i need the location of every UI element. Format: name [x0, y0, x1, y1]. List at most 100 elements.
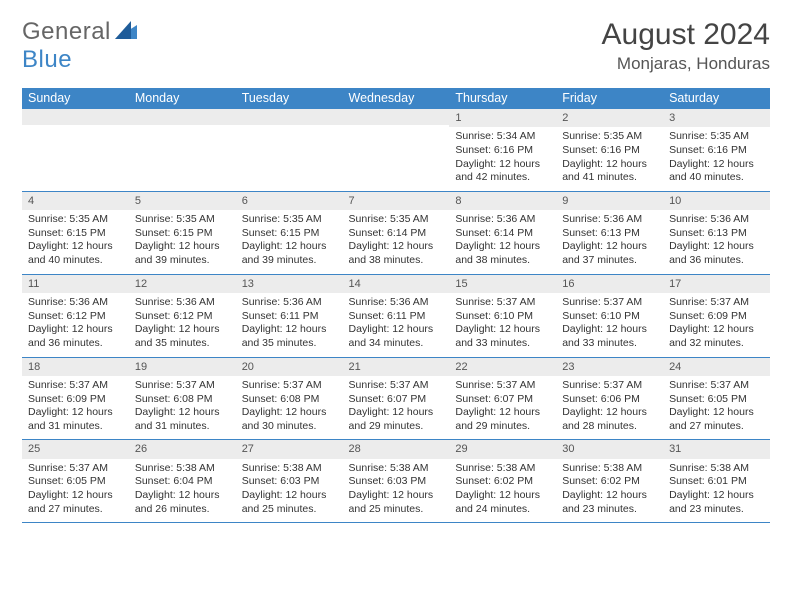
daylight-text: Daylight: 12 hours and 27 minutes. [669, 406, 764, 433]
sunrise-text: Sunrise: 5:37 AM [349, 379, 444, 393]
day-cell: 19Sunrise: 5:37 AMSunset: 6:08 PMDayligh… [129, 357, 236, 440]
daylight-text: Daylight: 12 hours and 33 minutes. [562, 323, 657, 350]
day-number: 11 [22, 275, 129, 293]
day-number: 29 [449, 440, 556, 458]
sunset-text: Sunset: 6:08 PM [242, 393, 337, 407]
day-cell: 30Sunrise: 5:38 AMSunset: 6:02 PMDayligh… [556, 440, 663, 523]
daylight-text: Daylight: 12 hours and 32 minutes. [669, 323, 764, 350]
sunrise-text: Sunrise: 5:37 AM [562, 296, 657, 310]
sunrise-text: Sunrise: 5:36 AM [242, 296, 337, 310]
day-number: 10 [663, 192, 770, 210]
day-content: Sunrise: 5:37 AMSunset: 6:05 PMDaylight:… [22, 459, 129, 523]
day-content: Sunrise: 5:36 AMSunset: 6:14 PMDaylight:… [449, 210, 556, 274]
day-number: 22 [449, 358, 556, 376]
sunset-text: Sunset: 6:01 PM [669, 475, 764, 489]
week-row: 11Sunrise: 5:36 AMSunset: 6:12 PMDayligh… [22, 274, 770, 357]
header-right: August 2024 Monjaras, Honduras [602, 18, 770, 74]
day-content: Sunrise: 5:37 AMSunset: 6:08 PMDaylight:… [236, 376, 343, 440]
day-number: 9 [556, 192, 663, 210]
daylight-text: Daylight: 12 hours and 38 minutes. [349, 240, 444, 267]
weekday-header: Saturday [663, 88, 770, 109]
week-row: 4Sunrise: 5:35 AMSunset: 6:15 PMDaylight… [22, 191, 770, 274]
day-cell: 29Sunrise: 5:38 AMSunset: 6:02 PMDayligh… [449, 440, 556, 523]
day-number: 16 [556, 275, 663, 293]
day-cell: 2Sunrise: 5:35 AMSunset: 6:16 PMDaylight… [556, 109, 663, 192]
sunrise-text: Sunrise: 5:35 AM [562, 130, 657, 144]
day-number: 24 [663, 358, 770, 376]
day-content [343, 125, 450, 179]
daylight-text: Daylight: 12 hours and 35 minutes. [135, 323, 230, 350]
day-number: 27 [236, 440, 343, 458]
sunrise-text: Sunrise: 5:37 AM [28, 379, 123, 393]
day-cell: 17Sunrise: 5:37 AMSunset: 6:09 PMDayligh… [663, 274, 770, 357]
day-cell: 23Sunrise: 5:37 AMSunset: 6:06 PMDayligh… [556, 357, 663, 440]
sunset-text: Sunset: 6:14 PM [349, 227, 444, 241]
sunset-text: Sunset: 6:12 PM [135, 310, 230, 324]
daylight-text: Daylight: 12 hours and 23 minutes. [669, 489, 764, 516]
day-number: 17 [663, 275, 770, 293]
weekday-header: Friday [556, 88, 663, 109]
sunset-text: Sunset: 6:07 PM [455, 393, 550, 407]
day-cell: 10Sunrise: 5:36 AMSunset: 6:13 PMDayligh… [663, 191, 770, 274]
sunrise-text: Sunrise: 5:38 AM [455, 462, 550, 476]
week-row: 18Sunrise: 5:37 AMSunset: 6:09 PMDayligh… [22, 357, 770, 440]
sunset-text: Sunset: 6:14 PM [455, 227, 550, 241]
day-cell: 1Sunrise: 5:34 AMSunset: 6:16 PMDaylight… [449, 109, 556, 192]
day-cell: 18Sunrise: 5:37 AMSunset: 6:09 PMDayligh… [22, 357, 129, 440]
sunrise-text: Sunrise: 5:36 AM [349, 296, 444, 310]
day-cell [236, 109, 343, 192]
day-number: 18 [22, 358, 129, 376]
day-number [343, 109, 450, 125]
daylight-text: Daylight: 12 hours and 42 minutes. [455, 158, 550, 185]
day-cell: 14Sunrise: 5:36 AMSunset: 6:11 PMDayligh… [343, 274, 450, 357]
day-content: Sunrise: 5:38 AMSunset: 6:02 PMDaylight:… [449, 459, 556, 523]
sunrise-text: Sunrise: 5:37 AM [455, 296, 550, 310]
daylight-text: Daylight: 12 hours and 24 minutes. [455, 489, 550, 516]
day-content: Sunrise: 5:37 AMSunset: 6:10 PMDaylight:… [449, 293, 556, 357]
daylight-text: Daylight: 12 hours and 31 minutes. [28, 406, 123, 433]
day-content: Sunrise: 5:35 AMSunset: 6:14 PMDaylight:… [343, 210, 450, 274]
daylight-text: Daylight: 12 hours and 41 minutes. [562, 158, 657, 185]
week-row: 1Sunrise: 5:34 AMSunset: 6:16 PMDaylight… [22, 109, 770, 192]
sunrise-text: Sunrise: 5:38 AM [135, 462, 230, 476]
month-year: August 2024 [602, 18, 770, 52]
day-content: Sunrise: 5:35 AMSunset: 6:15 PMDaylight:… [129, 210, 236, 274]
page-header: GeneralBlue August 2024 Monjaras, Hondur… [22, 18, 770, 74]
sunset-text: Sunset: 6:04 PM [135, 475, 230, 489]
day-cell: 3Sunrise: 5:35 AMSunset: 6:16 PMDaylight… [663, 109, 770, 192]
day-content: Sunrise: 5:38 AMSunset: 6:01 PMDaylight:… [663, 459, 770, 523]
daylight-text: Daylight: 12 hours and 34 minutes. [349, 323, 444, 350]
location: Monjaras, Honduras [602, 54, 770, 74]
daylight-text: Daylight: 12 hours and 23 minutes. [562, 489, 657, 516]
day-cell: 25Sunrise: 5:37 AMSunset: 6:05 PMDayligh… [22, 440, 129, 523]
day-number: 14 [343, 275, 450, 293]
sunset-text: Sunset: 6:05 PM [669, 393, 764, 407]
sunset-text: Sunset: 6:13 PM [562, 227, 657, 241]
sunrise-text: Sunrise: 5:38 AM [349, 462, 444, 476]
sunrise-text: Sunrise: 5:36 AM [562, 213, 657, 227]
sunrise-text: Sunrise: 5:37 AM [669, 379, 764, 393]
day-content: Sunrise: 5:37 AMSunset: 6:05 PMDaylight:… [663, 376, 770, 440]
day-number [236, 109, 343, 125]
sunrise-text: Sunrise: 5:36 AM [135, 296, 230, 310]
sunset-text: Sunset: 6:16 PM [562, 144, 657, 158]
weekday-header: Tuesday [236, 88, 343, 109]
sunrise-text: Sunrise: 5:36 AM [28, 296, 123, 310]
day-content [22, 125, 129, 179]
day-number: 26 [129, 440, 236, 458]
day-cell: 31Sunrise: 5:38 AMSunset: 6:01 PMDayligh… [663, 440, 770, 523]
weekday-header: Monday [129, 88, 236, 109]
day-cell: 7Sunrise: 5:35 AMSunset: 6:14 PMDaylight… [343, 191, 450, 274]
daylight-text: Daylight: 12 hours and 25 minutes. [349, 489, 444, 516]
daylight-text: Daylight: 12 hours and 27 minutes. [28, 489, 123, 516]
day-content: Sunrise: 5:37 AMSunset: 6:07 PMDaylight:… [343, 376, 450, 440]
sunset-text: Sunset: 6:08 PM [135, 393, 230, 407]
day-number: 13 [236, 275, 343, 293]
daylight-text: Daylight: 12 hours and 31 minutes. [135, 406, 230, 433]
sunset-text: Sunset: 6:15 PM [242, 227, 337, 241]
day-content: Sunrise: 5:38 AMSunset: 6:04 PMDaylight:… [129, 459, 236, 523]
weekday-header: Wednesday [343, 88, 450, 109]
daylight-text: Daylight: 12 hours and 28 minutes. [562, 406, 657, 433]
day-content: Sunrise: 5:37 AMSunset: 6:06 PMDaylight:… [556, 376, 663, 440]
day-content: Sunrise: 5:36 AMSunset: 6:13 PMDaylight:… [556, 210, 663, 274]
